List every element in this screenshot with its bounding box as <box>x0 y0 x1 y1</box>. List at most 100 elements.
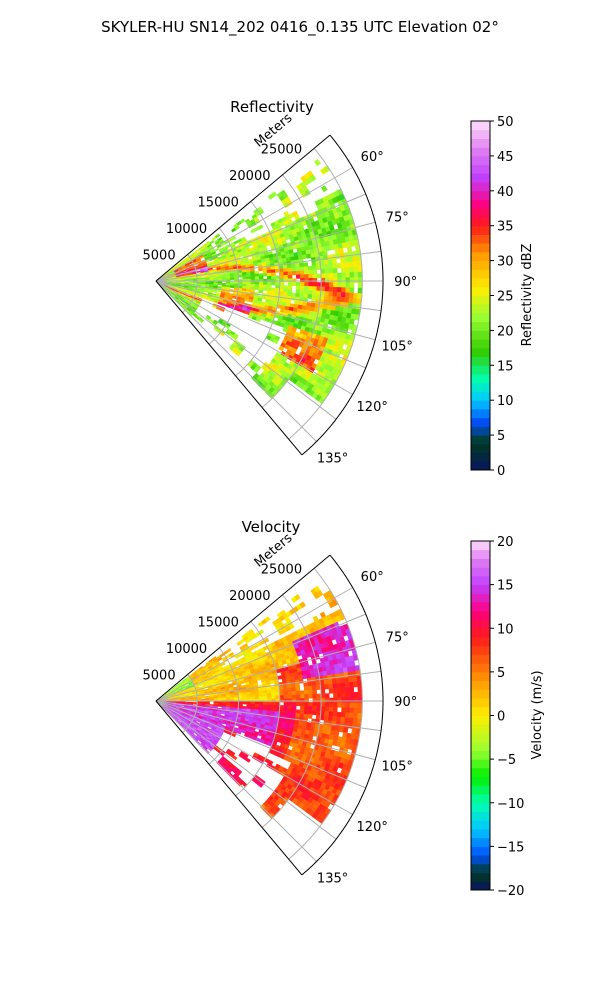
range-tick-label: 10000 <box>166 642 207 657</box>
reflectivity-title: Reflectivity <box>230 98 314 116</box>
colorbar-segment <box>471 435 490 444</box>
radar-cell <box>227 648 232 652</box>
radar-cell <box>295 713 299 717</box>
radar-cell <box>280 692 284 696</box>
radar-cell <box>345 718 350 723</box>
radar-cell <box>353 262 358 268</box>
radar-cell <box>341 263 346 268</box>
radar-cell <box>350 661 355 667</box>
radar-cell <box>280 272 284 276</box>
radar-cell <box>255 691 259 694</box>
radar-cell <box>325 287 329 292</box>
radar-cell <box>214 248 218 251</box>
radar-cell <box>341 712 345 717</box>
radar-cell <box>340 258 345 263</box>
radar-cell <box>321 282 325 286</box>
radar-cell <box>340 678 345 683</box>
radar-cell <box>238 275 242 277</box>
radar-cell <box>329 278 333 283</box>
radar-cell <box>283 265 287 269</box>
radar-cell <box>259 691 263 694</box>
radar-cell <box>263 696 267 699</box>
radar-cell <box>333 268 337 273</box>
radar-cell <box>308 714 313 718</box>
radar-cell <box>288 702 292 706</box>
colorbar-tick-label: 20 <box>497 324 514 339</box>
colorbar-segment <box>471 261 490 270</box>
radar-cell <box>267 705 271 708</box>
colorbar-segment <box>471 593 490 602</box>
radar-cell <box>312 681 317 686</box>
radar-cell <box>341 287 345 292</box>
radar-cell <box>313 278 317 282</box>
colorbar-segment <box>471 418 490 427</box>
colorbar-tick-label: 50 <box>497 115 514 130</box>
radar-cell <box>305 278 309 282</box>
radar-cell <box>346 288 350 293</box>
radar-cell <box>345 293 349 298</box>
radar-cell <box>300 267 304 271</box>
colorbar-tick-label: −10 <box>497 797 524 812</box>
radar-cell <box>343 727 348 733</box>
radar-cell <box>291 293 295 297</box>
radar-cell <box>247 694 251 697</box>
azimuth-tick-label: 90° <box>394 275 417 290</box>
radar-cell <box>300 702 304 706</box>
radar-cell <box>341 297 346 302</box>
radar-cell <box>271 276 275 279</box>
radar-cell <box>288 286 292 290</box>
radar-cell <box>349 298 354 304</box>
radar-cell <box>284 699 288 702</box>
radar-cell <box>324 264 328 269</box>
colorbar-segment <box>471 768 490 777</box>
radar-cell <box>324 720 329 725</box>
radar-cell <box>291 684 295 688</box>
radar-cell <box>291 264 295 268</box>
radar-cell <box>280 705 284 708</box>
radar-cell <box>312 266 316 270</box>
radar-cell <box>328 301 333 306</box>
radar-cell <box>317 694 321 698</box>
radar-cell <box>218 283 222 285</box>
radar-cell <box>267 702 271 705</box>
radar-cell <box>263 288 267 291</box>
colorbar-segment <box>471 208 490 217</box>
radar-cell <box>350 267 354 272</box>
colorbar-segment <box>471 296 490 305</box>
radar-cell <box>247 277 251 280</box>
radar-cell <box>329 292 333 297</box>
colorbar-segment <box>471 287 490 296</box>
radar-cell <box>342 703 346 708</box>
radar-cell <box>337 283 341 288</box>
radar-cell <box>349 718 354 724</box>
colorbar-tick-label: 10 <box>497 622 514 637</box>
radar-cell <box>337 703 341 708</box>
radar-cell <box>309 282 313 286</box>
colorbar-segment <box>471 453 490 462</box>
radar-cell <box>296 271 300 275</box>
radar-cell <box>339 248 344 254</box>
radar-cell <box>221 712 225 714</box>
radar-cell <box>284 705 288 709</box>
velocity-colorbar-label: Velocity (m/s) <box>530 670 545 759</box>
radar-cell <box>325 278 329 283</box>
radar-cell <box>218 705 222 707</box>
azimuth-tick-label: 75° <box>386 630 409 645</box>
radar-cell <box>321 702 325 706</box>
radar-cell <box>296 710 300 714</box>
radar-cell <box>313 286 317 290</box>
radar-cell <box>271 288 275 291</box>
radar-cell <box>345 298 350 303</box>
radar-cell <box>296 286 300 290</box>
radar-cell <box>226 698 230 700</box>
radar-cell <box>304 286 308 290</box>
radar-cell <box>308 266 312 270</box>
radar-cell <box>346 278 350 283</box>
radar-cell <box>283 685 287 689</box>
radar-cell <box>349 293 353 298</box>
radar-cell <box>313 694 317 698</box>
radar-cell <box>350 698 354 703</box>
radar-cell <box>350 703 354 708</box>
colorbar-segment <box>471 138 490 147</box>
